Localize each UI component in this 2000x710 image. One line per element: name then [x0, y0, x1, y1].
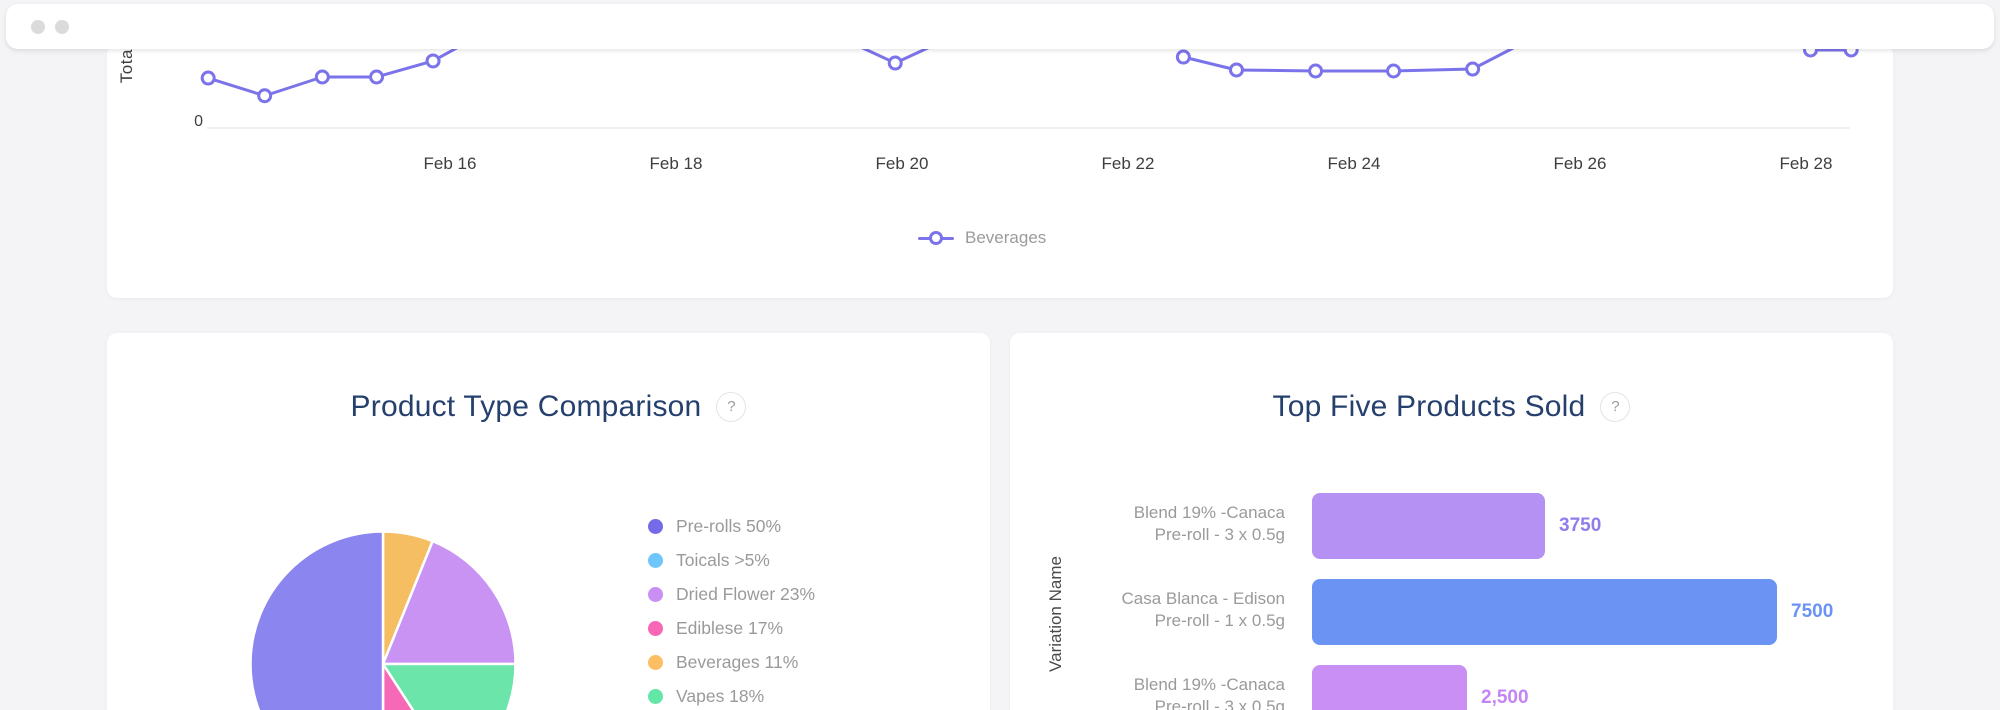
data-point-marker [1175, 49, 1191, 65]
pie-slice-dried-flower [381, 539, 517, 666]
bar-category-label-line: Blend 19% -Canaca [1133, 503, 1285, 522]
bar-category-label-line: Pre-roll - 1 x 0.5g [1154, 610, 1285, 630]
line-series-Beverages [1181, 46, 1516, 73]
legend-dot-icon [648, 688, 663, 704]
data-point-marker [369, 69, 385, 85]
pie-legend-item[interactable]: Toicals >5% [648, 543, 815, 577]
product-type-pie-chart [249, 530, 517, 710]
pie-legend-item[interactable]: Dried Flower 23% [648, 577, 815, 611]
x-tick-label: Feb 20 [875, 154, 929, 173]
bar-category-label-line: Blend 19% -Canaca [1133, 675, 1285, 694]
data-point-marker [1465, 61, 1481, 77]
pie-legend-item[interactable]: Vapes 18% [648, 679, 815, 710]
pie-slice-pre-rolls [249, 530, 385, 710]
bar-category-label-line: Pre-roll - 3 x 0.5g [1154, 696, 1285, 710]
total-sales-line-chart-card [107, 44, 1893, 298]
bar-value-label: 3750 [1559, 515, 1602, 536]
help-icon[interactable]: ? [1600, 392, 1631, 422]
legend-label-beverages: Beverages [965, 228, 1047, 247]
x-tick-label: Feb 24 [1327, 154, 1381, 173]
legend-dot-icon [648, 586, 663, 602]
data-point-marker [314, 69, 330, 85]
x-tick-label: Feb 22 [1101, 154, 1155, 173]
browser-title-bar [6, 4, 1994, 49]
legend-dot-icon [648, 552, 663, 568]
bar-category-label-line: Pre-roll - 3 x 0.5g [1154, 524, 1285, 544]
pie-slice-ediblese [381, 662, 415, 710]
product-type-comparison-title: Product Type Comparison [350, 390, 702, 423]
data-point-marker [1228, 62, 1244, 78]
pie-slice-vapes [381, 662, 517, 710]
line-series-Beverages [206, 46, 464, 98]
bar-value-label: 2,500 [1481, 687, 1529, 708]
x-tick-label: Feb 28 [1779, 154, 1833, 173]
bar-value-label: 7500 [1791, 601, 1834, 622]
window-control-dot[interactable] [31, 19, 45, 34]
bar-3750 [1312, 493, 1545, 559]
pie-legend-label: Beverages 11% [676, 651, 799, 672]
bar-2500 [1312, 665, 1467, 710]
data-point-marker [425, 53, 441, 69]
x-tick-label: Feb 18 [649, 154, 703, 173]
data-point-marker [1308, 63, 1324, 79]
pie-legend-item[interactable]: Pre-rolls 50% [648, 509, 815, 543]
pie-legend-item[interactable]: Ediblese 17% [648, 611, 815, 645]
data-point-marker [257, 88, 273, 104]
top-products-title-row: Top Five Products Sold ? [1010, 390, 1893, 424]
top-five-products-title: Top Five Products Sold [1272, 390, 1586, 423]
line-chart [200, 46, 1859, 129]
x-tick-label: Feb 16 [423, 154, 477, 173]
bar-category-label: Blend 19% -Canaca Pre-roll - 3 x 0.5g [1015, 674, 1285, 710]
line-chart-legend[interactable]: Beverages [918, 228, 1046, 248]
data-point-marker [200, 70, 216, 86]
bar-category-label-line: Casa Blanca - Edison [1121, 589, 1285, 608]
pie-legend-label: Dried Flower 23% [676, 583, 816, 604]
legend-dot-icon [648, 654, 663, 670]
pie-legend-label: Toicals >5% [676, 549, 770, 570]
data-point-marker [887, 55, 903, 71]
legend-dot-icon [648, 620, 663, 636]
beverages-line-marker-icon [918, 231, 954, 245]
bar-category-label: Casa Blanca - Edison Pre-roll - 1 x 0.5g [1015, 588, 1285, 631]
bar-category-label: Blend 19% -Canaca Pre-roll - 3 x 0.5g [1015, 502, 1285, 545]
pie-legend: Pre-rolls 50% Toicals >5% Dried Flower 23%… [648, 509, 815, 710]
pie-legend-item[interactable]: Beverages 11% [648, 645, 815, 679]
legend-dot-icon [648, 518, 663, 534]
x-tick-label: Feb 26 [1553, 154, 1607, 173]
y-tick-0: 0 [194, 113, 203, 130]
pie-legend-label: Vapes 18% [676, 685, 765, 706]
help-icon[interactable]: ? [716, 392, 747, 422]
pie-legend-label: Pre-rolls 50% [676, 515, 782, 536]
window-control-dot[interactable] [55, 19, 69, 34]
data-point-marker [1386, 63, 1402, 79]
bar-7500 [1312, 579, 1777, 645]
product-type-title-row: Product Type Comparison ? [107, 390, 990, 424]
pie-legend-label: Ediblese 17% [676, 617, 784, 638]
